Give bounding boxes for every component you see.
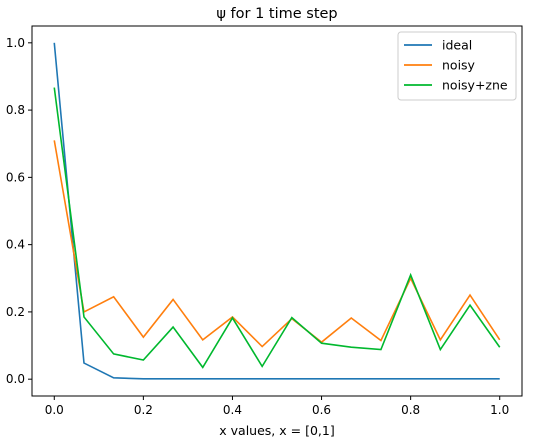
plot-frame: [31, 25, 523, 397]
x-axis-label: x values, x = [0,1]: [219, 423, 334, 438]
y-tick-label: 0.8: [6, 103, 25, 117]
legend-label: noisy: [442, 58, 476, 73]
legend-label: ideal: [442, 38, 472, 53]
y-tick-label: 0.6: [6, 170, 25, 184]
x-tick-label: 0.8: [401, 403, 420, 417]
series-layer: [53, 42, 501, 380]
series-line-ideal: [53, 42, 500, 380]
y-tick-label: 0.2: [6, 305, 25, 319]
legend: ideal noisy noisy+zne: [397, 31, 517, 101]
series-line-noisy-zne: [53, 87, 501, 369]
y-tick-label: 1.0: [6, 36, 25, 50]
y-axis: 0.0 0.2 0.4 0.6 0.8 1.0: [6, 36, 32, 386]
x-tick-label: 0.2: [134, 403, 153, 417]
x-axis: 0.0 0.2 0.4 0.6 0.8 1.0: [45, 396, 509, 417]
x-tick-label: 0.0: [45, 403, 64, 417]
series-line-noisy: [53, 140, 501, 348]
chart-title: ψ for 1 time step: [216, 6, 337, 22]
y-tick-label: 0.0: [6, 372, 25, 386]
legend-label: noisy+zne: [442, 78, 508, 93]
x-tick-label: 0.4: [223, 403, 242, 417]
x-tick-label: 0.6: [312, 403, 331, 417]
y-tick-label: 0.4: [6, 238, 25, 252]
x-tick-label: 1.0: [490, 403, 509, 417]
legend-box: [397, 31, 517, 101]
